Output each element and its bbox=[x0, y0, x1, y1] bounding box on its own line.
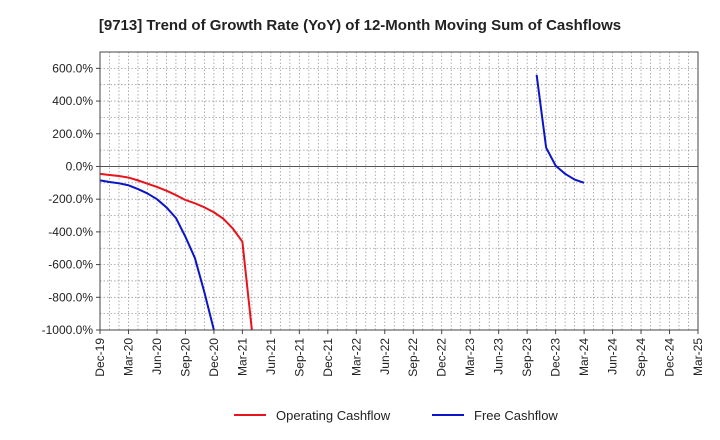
x-tick-label: Dec-23 bbox=[549, 338, 563, 377]
legend: Operating Cashflow Free Cashflow bbox=[234, 408, 558, 423]
legend-label-operating-cashflow: Operating Cashflow bbox=[276, 408, 391, 423]
y-tick-label: 200.0% bbox=[52, 127, 93, 141]
legend-label-free-cashflow: Free Cashflow bbox=[474, 408, 558, 423]
grid bbox=[100, 52, 698, 330]
series-line-operating-cashflow bbox=[99, 172, 253, 331]
y-tick-label: -400.0% bbox=[48, 225, 93, 239]
x-tick-label: Dec-21 bbox=[321, 338, 335, 377]
x-tick-label: Dec-22 bbox=[435, 338, 449, 377]
x-tick-label: Jun-21 bbox=[264, 338, 278, 375]
x-tick-label: Mar-20 bbox=[121, 338, 135, 376]
chart-title: [9713] Trend of Growth Rate (YoY) of 12-… bbox=[99, 17, 621, 34]
x-tick-label: Sep-24 bbox=[634, 338, 648, 377]
y-tick-label: 0.0% bbox=[66, 159, 94, 173]
x-tick-label: Jun-22 bbox=[378, 338, 392, 375]
x-tick-label: Jun-24 bbox=[606, 338, 620, 375]
x-tick-label: Dec-19 bbox=[93, 338, 107, 377]
y-tick-label: 400.0% bbox=[52, 94, 93, 108]
y-tick-label: 600.0% bbox=[52, 61, 93, 75]
y-tick-label: -1000.0% bbox=[42, 323, 94, 337]
x-tick-label: Mar-21 bbox=[235, 338, 249, 376]
x-tick-label: Jun-20 bbox=[150, 338, 164, 375]
y-tick-label: -200.0% bbox=[48, 192, 93, 206]
x-tick-label: Sep-23 bbox=[520, 338, 534, 377]
x-tick-label: Jun-23 bbox=[492, 338, 506, 375]
x-tick-label: Sep-22 bbox=[406, 338, 420, 377]
x-axis-ticks: Dec-19 Mar-20 Jun-20 Sep-20 Dec-20 Mar-21 Jun-… bbox=[93, 330, 705, 377]
series-line-free-cashflow bbox=[99, 179, 215, 331]
y-tick-label: -600.0% bbox=[48, 258, 93, 272]
series-lines bbox=[99, 74, 585, 331]
x-tick-label: Dec-24 bbox=[663, 338, 677, 377]
series-line-free-cashflow-segment-2 bbox=[535, 74, 585, 184]
x-tick-label: Sep-21 bbox=[292, 338, 306, 377]
x-tick-label: Mar-23 bbox=[463, 338, 477, 376]
x-tick-label: Mar-25 bbox=[691, 338, 705, 376]
x-tick-label: Mar-24 bbox=[577, 338, 591, 376]
y-axis-ticks: 600.0% 400.0% 200.0% 0.0% -200.0% -400.0% -600… bbox=[42, 61, 100, 337]
y-tick-label: -800.0% bbox=[48, 290, 93, 304]
x-tick-label: Sep-20 bbox=[178, 338, 192, 377]
plot-area-border bbox=[99, 51, 699, 331]
x-tick-label: Mar-22 bbox=[349, 338, 363, 376]
x-tick-label: Dec-20 bbox=[207, 338, 221, 377]
